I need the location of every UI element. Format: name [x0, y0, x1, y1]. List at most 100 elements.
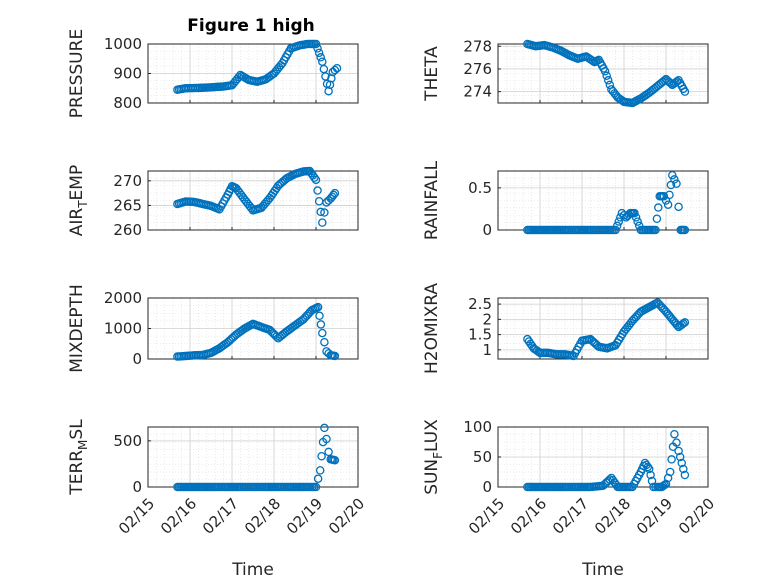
data-point	[314, 48, 324, 58]
data-point	[330, 65, 340, 75]
y-tick-label: 274	[463, 83, 492, 101]
data-point	[310, 173, 319, 182]
y-label-subscript: M	[76, 440, 90, 450]
y-axis-label: MIXDEPTH	[67, 284, 87, 373]
data-point	[679, 464, 688, 474]
data-point	[665, 467, 675, 477]
data-point	[602, 71, 611, 81]
x-tick-label: 02/18	[241, 495, 284, 538]
y-tick-label: 0	[482, 478, 492, 496]
data-point	[680, 225, 690, 235]
x-tick-label: 02/15	[465, 495, 508, 538]
data-point	[679, 319, 688, 328]
data-point	[611, 225, 620, 235]
x-tick-label: 02/15	[115, 495, 158, 538]
y-tick-label: 2.5	[468, 295, 492, 313]
data-point	[318, 328, 327, 338]
data-point	[329, 190, 338, 200]
y-axis-label: PRESSURE	[67, 29, 87, 118]
data-point	[612, 221, 622, 231]
data-point	[313, 186, 322, 195]
y-tick-label: 2000	[104, 289, 142, 307]
y-tick-label: 800	[113, 94, 142, 112]
data-point	[631, 213, 641, 222]
data-point	[674, 202, 683, 212]
y-tick-label: 1.5	[468, 326, 492, 344]
data-point	[311, 175, 321, 185]
y-tick-label: 900	[113, 65, 142, 83]
data-point	[663, 200, 673, 209]
y-axis-label: AIRTEMP	[67, 165, 90, 236]
x-tick-label: 02/17	[199, 495, 242, 538]
x-tick-label: 02/18	[591, 495, 634, 538]
x-tick-label: 02/16	[157, 495, 200, 538]
y-tick-label: 278	[463, 37, 492, 55]
data-point	[670, 175, 679, 184]
figure-title: Figure 1 high	[187, 16, 315, 36]
y-tick-label: 260	[113, 221, 142, 239]
y-label-subscript: T	[76, 200, 90, 209]
y-label-main: TERR	[67, 450, 87, 496]
y-tick-label: 265	[113, 196, 142, 214]
y-axis-label: THETA	[422, 46, 442, 102]
x-tick-label: 02/19	[283, 495, 326, 538]
data-point	[668, 170, 677, 180]
data-point	[313, 474, 323, 483]
data-point	[646, 470, 655, 480]
y-axis-label: RAINFALL	[422, 160, 442, 240]
data-point	[317, 451, 326, 461]
y-tick-label: 1000	[104, 320, 142, 338]
y-tick-label: 276	[463, 60, 492, 78]
y-label-rest: SL	[67, 419, 87, 440]
data-point	[316, 207, 325, 217]
data-point	[659, 192, 669, 201]
data-point	[322, 434, 331, 444]
y-tick-label: 0	[132, 350, 142, 368]
data-point	[680, 318, 690, 327]
y-tick-label: 0	[482, 221, 492, 239]
data-point	[320, 337, 329, 347]
data-point	[660, 480, 669, 490]
data-point	[318, 218, 327, 227]
axes-box	[147, 170, 359, 231]
data-point	[311, 482, 321, 492]
data-point	[313, 302, 323, 312]
x-tick-label: 02/19	[633, 495, 676, 538]
x-tick-label: 02/16	[507, 495, 550, 538]
x-axis-label: Time	[581, 560, 624, 580]
y-tick-label: 100	[463, 418, 492, 436]
subplot-4: 0 0.5 RAINFALL	[422, 160, 709, 240]
data-point	[605, 80, 615, 90]
data-point	[680, 470, 690, 480]
subplot-1: 800 900 1000 PRESSURE	[67, 29, 359, 118]
y-tick-label: 1000	[104, 35, 142, 53]
y-tick-label: 1	[482, 341, 492, 359]
data-point	[600, 66, 610, 76]
y-label-main: SUN	[422, 459, 442, 495]
x-tick-label: 02/20	[675, 495, 718, 538]
data-point	[630, 208, 639, 218]
data-point	[315, 466, 325, 475]
data-point	[643, 462, 653, 472]
data-point	[652, 214, 662, 224]
data-point	[324, 447, 333, 457]
data-point	[332, 63, 342, 73]
data-point	[672, 179, 681, 188]
y-tick-label: 50	[473, 448, 492, 466]
y-axis-label: TERRMSL	[67, 419, 90, 496]
data-point	[633, 217, 642, 226]
data-point	[654, 203, 663, 212]
data-point	[680, 87, 690, 96]
axes-box	[497, 297, 709, 360]
subplot-5: 0 1000 2000 MIXDEPTH	[67, 284, 359, 373]
y-axis-label: SUNFLUX	[422, 419, 445, 495]
y-label-rest: EMP	[67, 165, 87, 201]
data-point	[311, 39, 321, 49]
subplot-2: 274 276 278 THETA	[422, 37, 709, 108]
subplot-6: 11.522.5 H2OMIXRA	[422, 283, 709, 374]
data-point	[315, 311, 324, 321]
y-axis-label: H2OMIXRA	[422, 283, 442, 374]
